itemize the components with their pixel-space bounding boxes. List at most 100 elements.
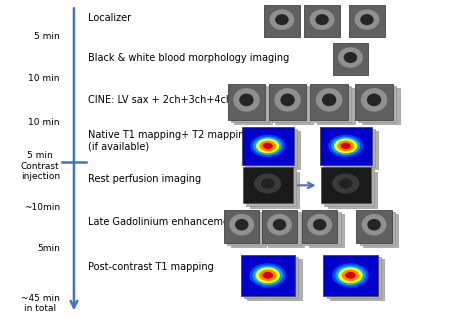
Text: Black & white blood morphology imaging: Black & white blood morphology imaging	[88, 53, 290, 62]
Bar	[231, 214, 266, 247]
Bar	[319, 127, 372, 165]
Text: 10 min: 10 min	[28, 74, 60, 82]
Bar	[314, 86, 351, 122]
Bar	[269, 84, 307, 120]
Ellipse shape	[255, 267, 280, 283]
Ellipse shape	[335, 265, 365, 285]
Ellipse shape	[281, 94, 295, 106]
Ellipse shape	[229, 214, 254, 236]
Bar	[321, 167, 371, 204]
Ellipse shape	[362, 214, 386, 236]
Text: Localizer: Localizer	[88, 13, 131, 23]
Ellipse shape	[273, 219, 286, 230]
Bar	[249, 171, 299, 208]
Bar	[246, 169, 296, 206]
Ellipse shape	[361, 88, 387, 112]
Bar	[358, 86, 396, 122]
Bar	[245, 129, 297, 167]
Bar	[265, 212, 301, 245]
Bar	[326, 131, 378, 169]
Text: ~10min: ~10min	[24, 203, 60, 212]
Ellipse shape	[261, 178, 274, 189]
Bar	[328, 171, 377, 208]
Ellipse shape	[275, 14, 289, 25]
Ellipse shape	[344, 52, 357, 63]
Ellipse shape	[253, 137, 283, 155]
Ellipse shape	[253, 265, 283, 285]
Ellipse shape	[355, 10, 379, 30]
Ellipse shape	[339, 178, 353, 189]
Text: Rest perfusion imaging: Rest perfusion imaging	[88, 174, 201, 184]
Text: 5 min: 5 min	[34, 32, 60, 42]
Ellipse shape	[338, 47, 363, 68]
Ellipse shape	[263, 143, 273, 149]
Bar	[355, 84, 393, 120]
Bar	[330, 259, 384, 300]
Ellipse shape	[322, 94, 337, 106]
Ellipse shape	[332, 263, 369, 287]
Bar	[248, 131, 301, 169]
Bar	[247, 259, 301, 300]
Bar	[240, 255, 295, 296]
Ellipse shape	[235, 219, 248, 230]
Ellipse shape	[341, 143, 351, 149]
Bar	[323, 255, 378, 296]
Text: ~45 min
in total: ~45 min in total	[21, 294, 60, 314]
Bar	[356, 210, 392, 243]
Bar	[304, 5, 340, 37]
Ellipse shape	[307, 214, 332, 236]
Text: Native T1 mapping+ T2 mapping
(if available): Native T1 mapping+ T2 mapping (if availa…	[88, 130, 251, 152]
Ellipse shape	[345, 272, 356, 279]
Ellipse shape	[256, 139, 279, 153]
Ellipse shape	[267, 214, 292, 236]
Bar	[333, 43, 368, 75]
Bar	[317, 88, 355, 124]
Bar	[302, 210, 337, 243]
Bar	[243, 167, 292, 204]
Ellipse shape	[249, 263, 286, 287]
Bar	[272, 86, 310, 122]
Ellipse shape	[263, 272, 273, 279]
Ellipse shape	[274, 88, 301, 112]
Ellipse shape	[334, 139, 357, 153]
Bar	[309, 214, 344, 247]
Bar	[262, 210, 297, 243]
Text: 10 min: 10 min	[28, 118, 60, 127]
Bar	[275, 88, 313, 124]
Ellipse shape	[360, 14, 374, 25]
Bar	[228, 84, 265, 120]
Ellipse shape	[250, 135, 285, 157]
Text: 5 min
Contrast
injection: 5 min Contrast injection	[21, 152, 60, 181]
Ellipse shape	[259, 269, 276, 281]
Ellipse shape	[332, 173, 359, 193]
Ellipse shape	[331, 137, 360, 155]
Bar	[360, 212, 395, 245]
Ellipse shape	[328, 135, 363, 157]
Bar	[234, 88, 272, 124]
Ellipse shape	[233, 88, 260, 112]
Bar	[363, 214, 398, 247]
Ellipse shape	[263, 143, 273, 149]
Ellipse shape	[316, 88, 342, 112]
Ellipse shape	[263, 272, 273, 278]
Ellipse shape	[367, 219, 381, 230]
Bar	[324, 169, 374, 206]
Bar	[264, 5, 300, 37]
Ellipse shape	[346, 272, 356, 278]
Bar	[224, 210, 259, 243]
Bar	[228, 212, 263, 245]
Ellipse shape	[342, 269, 359, 281]
Bar	[362, 88, 400, 124]
Text: Post-contrast T1 mapping: Post-contrast T1 mapping	[88, 262, 214, 272]
Ellipse shape	[341, 143, 350, 149]
Ellipse shape	[315, 14, 329, 25]
Ellipse shape	[259, 140, 276, 151]
Ellipse shape	[367, 94, 381, 106]
Ellipse shape	[337, 140, 354, 151]
Text: CINE: LV sax + 2ch+3ch+4ch+RV2h: CINE: LV sax + 2ch+3ch+4ch+RV2h	[88, 95, 266, 105]
Bar	[268, 214, 304, 247]
Bar	[323, 129, 375, 167]
Bar	[349, 5, 385, 37]
Bar	[305, 212, 341, 245]
Ellipse shape	[239, 94, 254, 106]
